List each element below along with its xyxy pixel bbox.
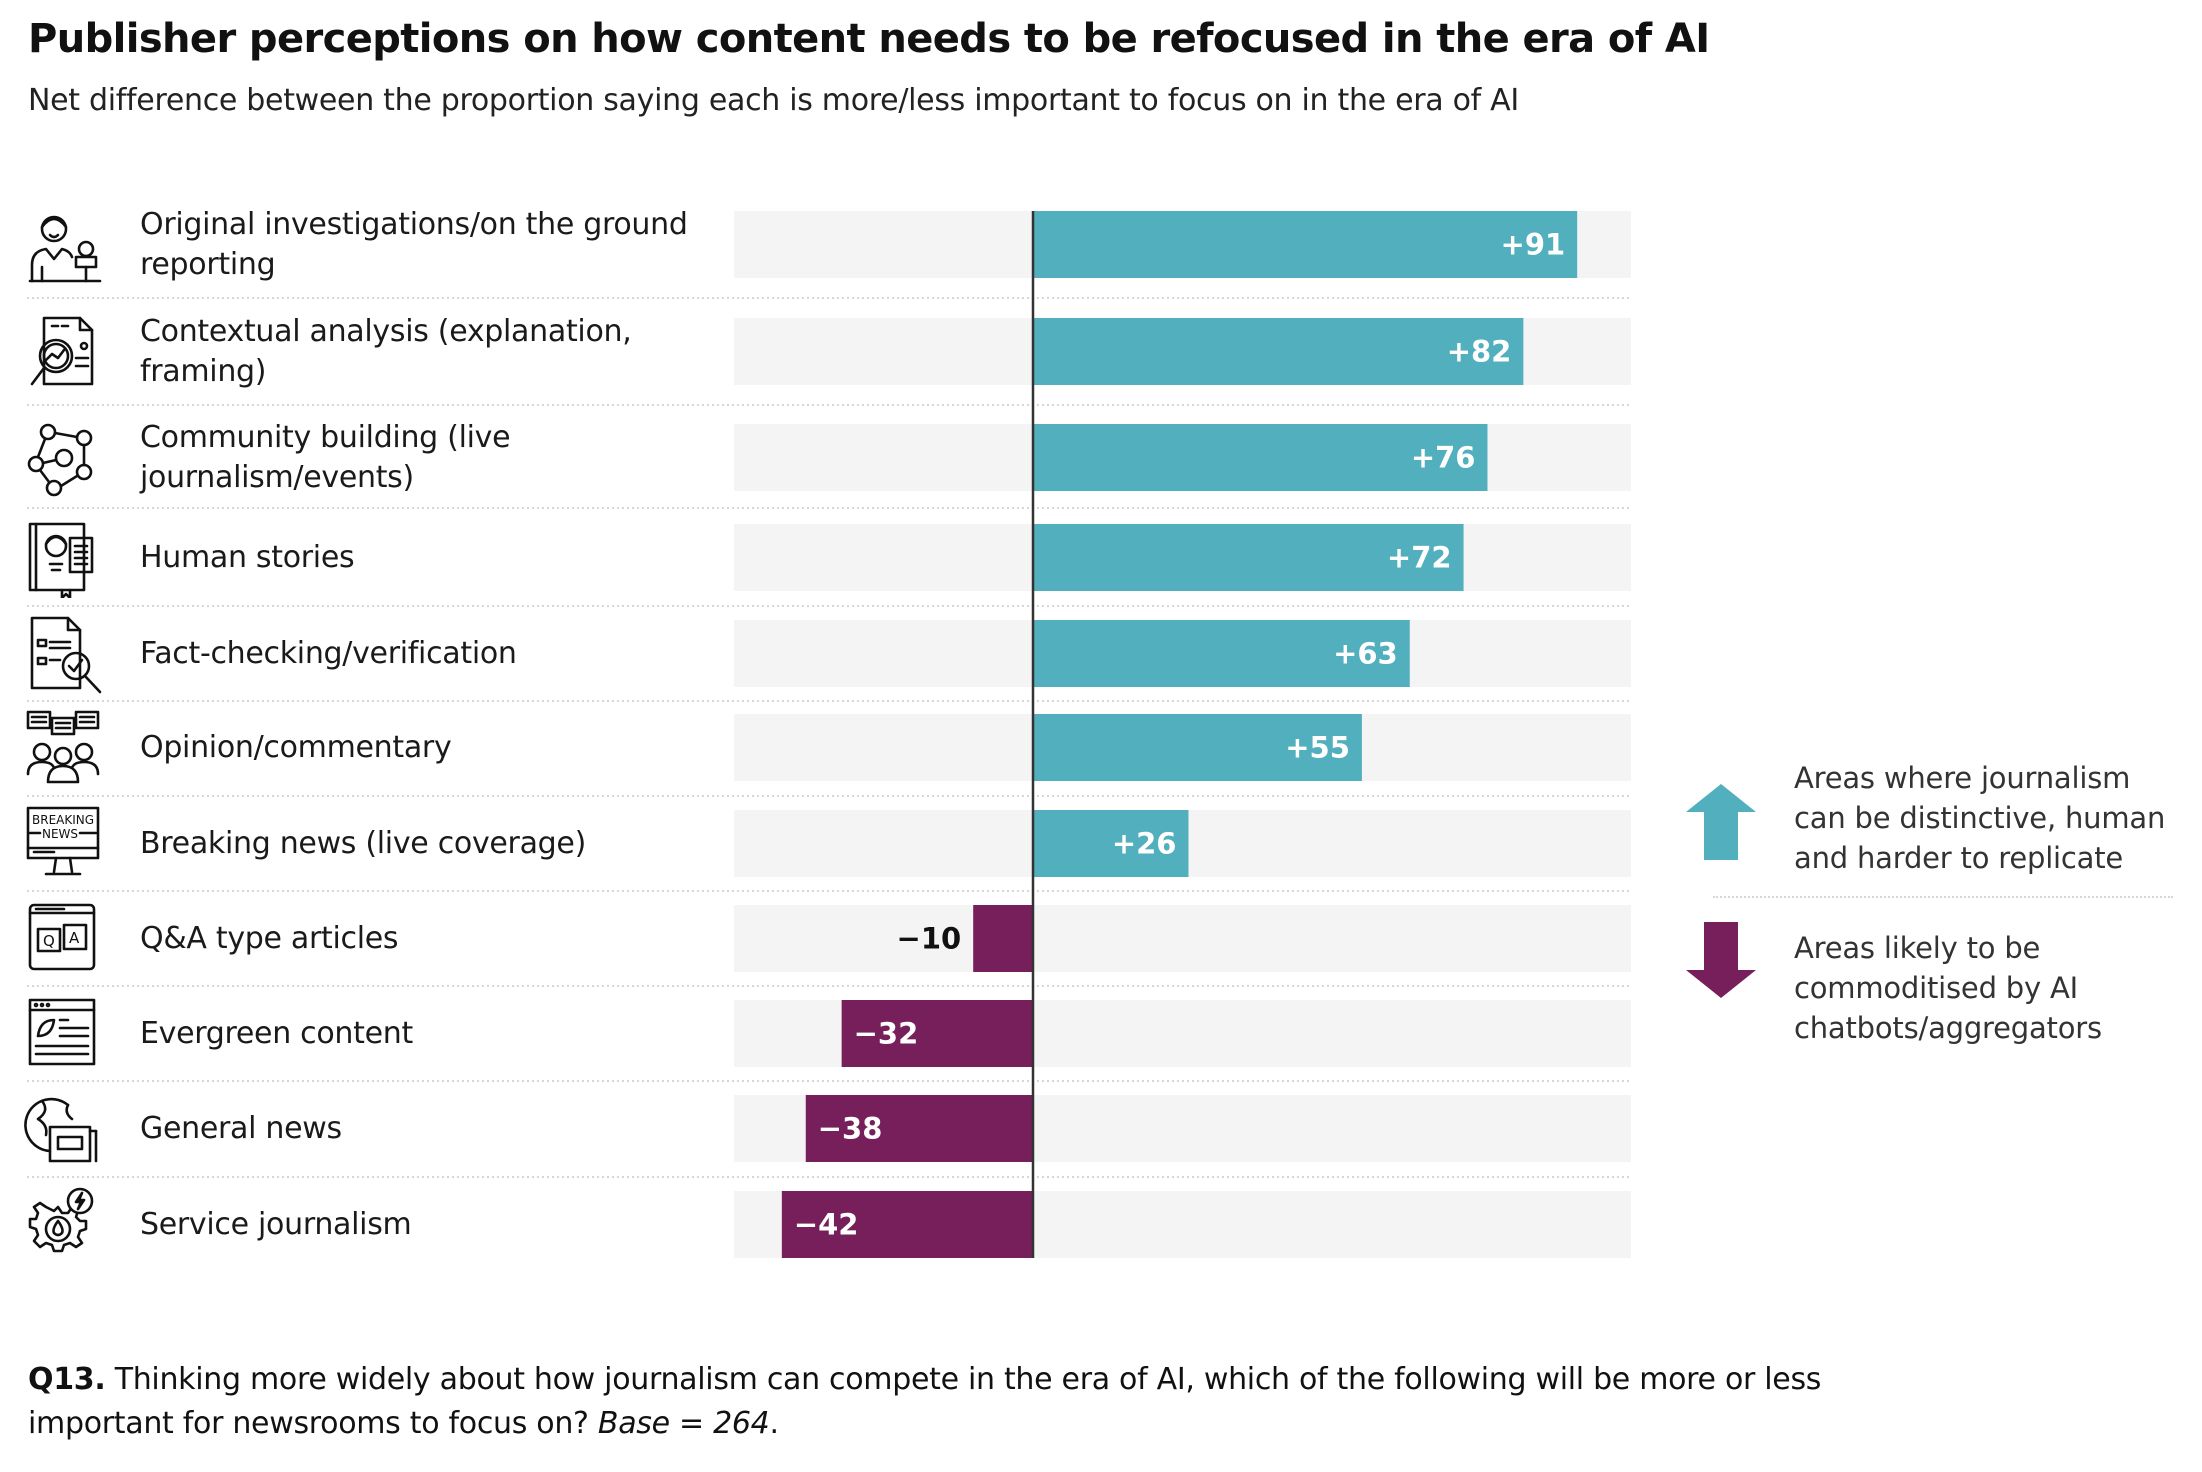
people-speech-bubbles-icon [26,710,100,783]
svg-text:NEWS: NEWS [42,827,78,841]
checklist-magnifier-icon [30,616,102,693]
data-label: −32 [854,1017,919,1051]
svg-text:A: A [69,929,80,947]
category-label-line: Q&A type articles [140,920,399,956]
category-label-line: journalism/events) [140,459,414,495]
category-label-line: framing) [140,353,267,389]
bar [781,1191,1033,1258]
category-label-line: Fact-checking/verification [140,635,517,671]
book-person-story-icon [28,522,94,598]
category-label-line: Service journalism [140,1206,412,1242]
data-label: +26 [1112,827,1177,861]
legend-down-line: commoditised by AI [1794,971,2078,1005]
question-text-1: Thinking more widely about how journalis… [105,1362,1822,1397]
bar [1033,620,1410,687]
globe-newspaper-icon [24,1097,98,1162]
legend-up-line: and harder to replicate [1794,841,2124,875]
category-label-line: Evergreen content [140,1015,413,1051]
category-label: Human stories [140,538,700,578]
base-label: Base = 264 [597,1406,770,1441]
legend-up-text: Areas where journalism can be distinctiv… [1794,758,2194,878]
category-label-line: Opinion/commentary [140,729,452,765]
category-label-line: Contextual analysis (explanation, [140,313,632,349]
legend-up-line: Areas where journalism [1794,761,2131,795]
footnote-line-2: important for newsrooms to focus on? Bas… [28,1402,2028,1446]
arrow-down-icon [1686,922,1756,998]
svg-text:BREAKING: BREAKING [32,813,94,827]
data-label: −42 [794,1208,859,1242]
category-label: Original investigations/on the ground rep… [140,205,700,285]
category-label: Opinion/commentary [140,728,700,768]
category-label-line: Human stories [140,539,355,575]
category-label: Fact-checking/verification [140,634,700,674]
bar [805,1095,1033,1162]
data-label: −38 [818,1112,883,1146]
category-label-line: reporting [140,246,276,282]
data-label: +63 [1333,637,1398,671]
category-label: Service journalism [140,1205,700,1245]
arrow-up-icon [1686,784,1756,860]
data-label: +82 [1447,335,1512,369]
legend-down-line: chatbots/aggregators [1794,1011,2102,1045]
data-label: +91 [1501,228,1566,262]
category-label: Q&A type articles [140,919,700,959]
category-label: Contextual analysis (explanation, framing… [140,312,700,392]
question-text-2: important for newsrooms to focus on? [28,1406,598,1441]
legend-down-line: Areas likely to be [1794,931,2041,965]
bar-track [734,905,1631,972]
legend-down-text: Areas likely to be commoditised by AI ch… [1794,928,2194,1048]
bar [973,905,1033,972]
bar [1033,524,1464,591]
category-label: General news [140,1109,700,1149]
bar [1033,211,1578,278]
category-label-line: Original investigations/on the ground [140,206,688,242]
category-label: Evergreen content [140,1014,700,1054]
chart-title: Publisher perceptions on how content nee… [28,16,1710,62]
data-label: +55 [1285,731,1350,765]
browser-leaf-article-icon [28,998,96,1065]
bar [841,1000,1033,1067]
category-label: Community building (live journalism/event… [140,418,700,498]
bar [1033,424,1488,491]
bar [1033,318,1524,385]
bar [1033,714,1362,781]
gear-drop-bolt-icon [28,1187,94,1252]
category-label: Breaking news (live coverage) [140,824,700,864]
category-label-line: Breaking news (live coverage) [140,825,586,861]
document-magnifier-analysis-icon [30,316,94,385]
data-label: +72 [1387,541,1452,575]
data-label: −10 [897,922,962,956]
legend-separator [1713,896,2173,898]
community-network-icon [27,423,93,496]
category-label-line: Community building (live [140,419,511,455]
footnote-line-1: Q13. Thinking more widely about how jour… [28,1358,2028,1402]
svg-text:Q: Q [43,932,55,950]
base-end: . [769,1406,779,1441]
question-id: Q13. [28,1362,106,1397]
data-label: +76 [1411,441,1476,475]
legend-up-line: can be distinctive, human [1794,801,2166,835]
category-label-line: General news [140,1110,342,1146]
bar [1033,810,1189,877]
chart-subtitle: Net difference between the proportion sa… [28,83,1519,118]
footnote: Q13. Thinking more widely about how jour… [28,1358,2028,1446]
reporter-microphone-icon [28,215,102,282]
